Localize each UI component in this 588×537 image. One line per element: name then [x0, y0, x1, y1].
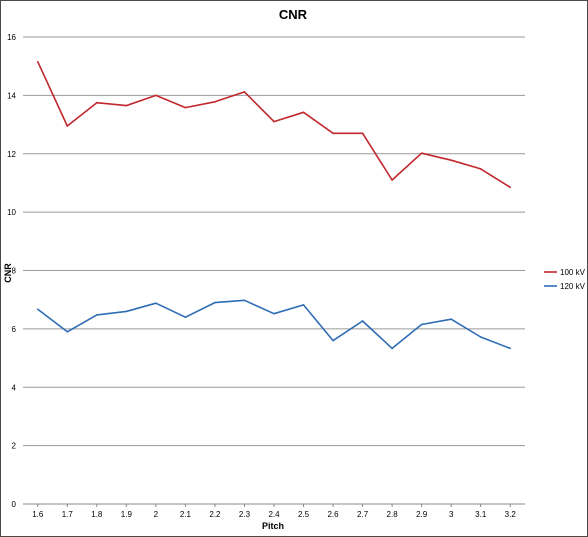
series-lines [36, 61, 512, 350]
x-tick-label: 2.2 [209, 510, 221, 519]
data-point [184, 106, 187, 109]
x-tick-label: 1.7 [62, 510, 74, 519]
y-tick-label: 14 [7, 91, 16, 100]
data-point [96, 314, 98, 316]
data-point [96, 101, 98, 104]
data-point [155, 302, 157, 304]
data-point [302, 304, 305, 306]
data-point [509, 186, 512, 189]
data-point [332, 339, 334, 342]
y-tick-label: 2 [12, 442, 17, 451]
x-tick-label: 1.8 [91, 510, 103, 519]
x-tick-label: 2.9 [416, 510, 428, 519]
x-tick-label: 2 [154, 510, 159, 519]
y-tick-label: 4 [12, 383, 17, 392]
data-point [479, 336, 482, 338]
data-point [361, 132, 364, 135]
data-point [214, 100, 216, 103]
data-point [273, 120, 275, 123]
x-tick-label: 2.7 [357, 510, 369, 519]
x-tick-label: 1.6 [32, 510, 44, 519]
data-point [332, 132, 334, 135]
y-tick-label: 8 [12, 267, 17, 276]
y-tick-labels: 0 2 4 6 8 10 12 14 16 [7, 33, 16, 509]
data-point [243, 299, 246, 302]
y-tick-label: 10 [7, 208, 16, 217]
chart-title: CNR [279, 7, 308, 22]
data-point [125, 104, 128, 107]
legend-label: 120 kV [560, 282, 586, 291]
x-tick-label: 3.1 [475, 510, 487, 519]
y-tick-label: 6 [12, 325, 17, 334]
series-line-2 [37, 299, 511, 350]
x-tick-label: 3 [449, 510, 454, 519]
data-point [36, 61, 39, 63]
legend: 100 kV 120 kV [544, 268, 586, 291]
data-point [125, 310, 128, 313]
data-point [420, 323, 423, 326]
data-point [420, 152, 423, 154]
data-point [450, 318, 452, 321]
data-point [155, 94, 157, 97]
x-tick-label: 2.8 [387, 510, 399, 519]
x-tick-labels: 1.6 1.7 1.8 1.9 2 2.1 2.2 2.3 2.4 2.5 2.6 2.7 2.8 2.9… [32, 504, 516, 519]
x-tick-label: 2.1 [180, 510, 192, 519]
x-axis-title: Pitch [262, 521, 284, 531]
gridlines [23, 36, 525, 447]
data-point [243, 91, 246, 93]
series-line-1 [37, 61, 511, 188]
data-point [450, 159, 452, 161]
data-point [479, 168, 482, 170]
data-point [391, 347, 393, 350]
legend-label: 100 kV [560, 268, 586, 277]
y-axis-title: CNR [3, 263, 13, 283]
data-point [509, 347, 512, 350]
data-point [36, 308, 39, 311]
data-point [302, 111, 305, 114]
y-tick-label: 12 [7, 150, 16, 159]
data-point [184, 316, 187, 319]
data-point [273, 312, 275, 315]
x-tick-label: 1.9 [121, 510, 133, 519]
x-tick-label: 3.2 [505, 510, 517, 519]
x-tick-label: 2.5 [298, 510, 310, 519]
data-point [361, 320, 364, 322]
data-point [214, 301, 216, 304]
data-point [391, 179, 393, 181]
x-tick-label: 2.6 [327, 510, 339, 519]
y-tick-label: 16 [7, 33, 16, 42]
x-tick-label: 2.3 [239, 510, 251, 519]
x-tick-label: 2.4 [268, 510, 280, 519]
data-point [66, 330, 69, 333]
y-tick-label: 0 [12, 500, 17, 509]
data-point [66, 125, 69, 127]
